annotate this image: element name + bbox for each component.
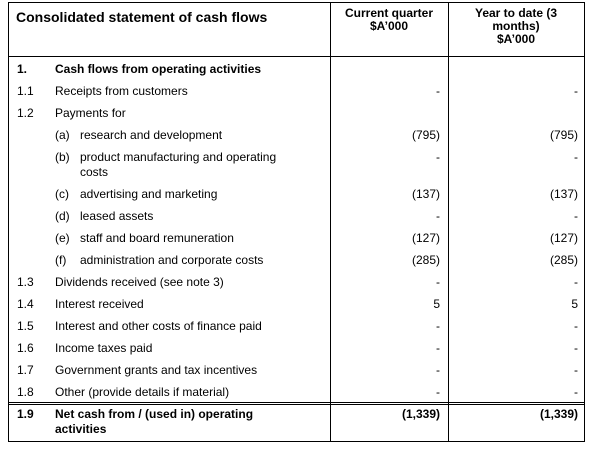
year-to-date-value: - — [574, 150, 578, 164]
row-label: Receipts from customers — [55, 84, 188, 98]
total-rule — [8, 404, 585, 405]
year-to-date-value: - — [574, 363, 578, 377]
current-quarter-value: 5 — [433, 297, 440, 311]
column-divider — [448, 2, 449, 442]
year-to-date-value: (137) — [549, 187, 578, 201]
current-quarter-value: - — [436, 341, 440, 355]
row-number: 1.2 — [17, 106, 34, 120]
column-header: Year to date (3 — [474, 6, 558, 20]
year-to-date-value: 5 — [571, 297, 578, 311]
row-number: 1.7 — [17, 363, 34, 377]
row-label: Payments for — [55, 106, 126, 120]
row-letter: (b) — [55, 150, 70, 164]
current-quarter-value: - — [436, 150, 440, 164]
row-number: 1.6 — [17, 341, 34, 355]
header-rule — [8, 56, 585, 57]
current-quarter-value: - — [436, 84, 440, 98]
current-quarter-value: - — [436, 385, 440, 399]
title: Consolidated statement of cash flows — [16, 9, 268, 25]
border — [8, 441, 585, 442]
row-label: Cash flows from operating activities — [55, 62, 262, 76]
year-to-date-value: - — [574, 385, 578, 399]
row-letter: (e) — [55, 231, 70, 245]
row-label: Interest received — [55, 297, 144, 311]
current-quarter-value: (795) — [411, 128, 440, 142]
row-number: 1.8 — [17, 385, 34, 399]
current-quarter-value: (1,339) — [401, 407, 440, 421]
border — [8, 2, 585, 3]
row-number: 1.1 — [17, 84, 34, 98]
row-number: 1.3 — [17, 275, 34, 289]
border — [8, 2, 9, 442]
row-letter: (d) — [55, 209, 70, 223]
year-to-date-value: - — [574, 275, 578, 289]
row-letter: (f) — [55, 253, 67, 267]
row-label: Net cash from / (used in) operating — [55, 407, 254, 421]
row-label: staff and board remuneration — [80, 231, 234, 245]
row-label: administration and corporate costs — [80, 253, 264, 267]
row-label: advertising and marketing — [80, 187, 218, 201]
row-label: Other (provide details if material) — [55, 385, 230, 399]
current-quarter-value: (137) — [411, 187, 440, 201]
row-label: Government grants and tax incentives — [55, 363, 258, 377]
column-header: $A’000 — [369, 19, 409, 33]
row-label: Income taxes paid — [55, 341, 153, 355]
row-label: leased assets — [80, 209, 154, 223]
current-quarter-value: (127) — [411, 231, 440, 245]
row-label: product manufacturing and operating — [80, 150, 277, 164]
year-to-date-value: - — [574, 341, 578, 355]
current-quarter-value: - — [436, 319, 440, 333]
row-number: 1. — [17, 62, 28, 76]
row-number: 1.9 — [17, 407, 34, 421]
row-label: activities — [55, 422, 107, 436]
border — [584, 2, 585, 442]
current-quarter-value: (285) — [411, 253, 440, 267]
current-quarter-value: - — [436, 209, 440, 223]
row-label: Dividends received (see note 3) — [55, 275, 224, 289]
row-letter: (a) — [55, 128, 70, 142]
current-quarter-value: - — [436, 275, 440, 289]
current-quarter-value: - — [436, 363, 440, 377]
year-to-date-value: (285) — [549, 253, 578, 267]
year-to-date-value: - — [574, 319, 578, 333]
year-to-date-value: - — [574, 209, 578, 223]
row-label: Interest and other costs of finance paid — [55, 319, 262, 333]
row-number: 1.5 — [17, 319, 34, 333]
column-header: Current quarter — [344, 6, 433, 20]
year-to-date-value: - — [574, 84, 578, 98]
year-to-date-value: (127) — [549, 231, 578, 245]
row-number: 1.4 — [17, 297, 34, 311]
year-to-date-value: (795) — [549, 128, 578, 142]
row-letter: (c) — [55, 187, 69, 201]
year-to-date-value: (1,339) — [539, 407, 578, 421]
column-header: $A’000 — [496, 32, 536, 46]
column-header: months) — [492, 19, 540, 33]
column-divider — [330, 2, 331, 442]
row-label: research and development — [80, 128, 223, 142]
row-label: costs — [80, 165, 109, 179]
total-rule — [8, 402, 585, 403]
